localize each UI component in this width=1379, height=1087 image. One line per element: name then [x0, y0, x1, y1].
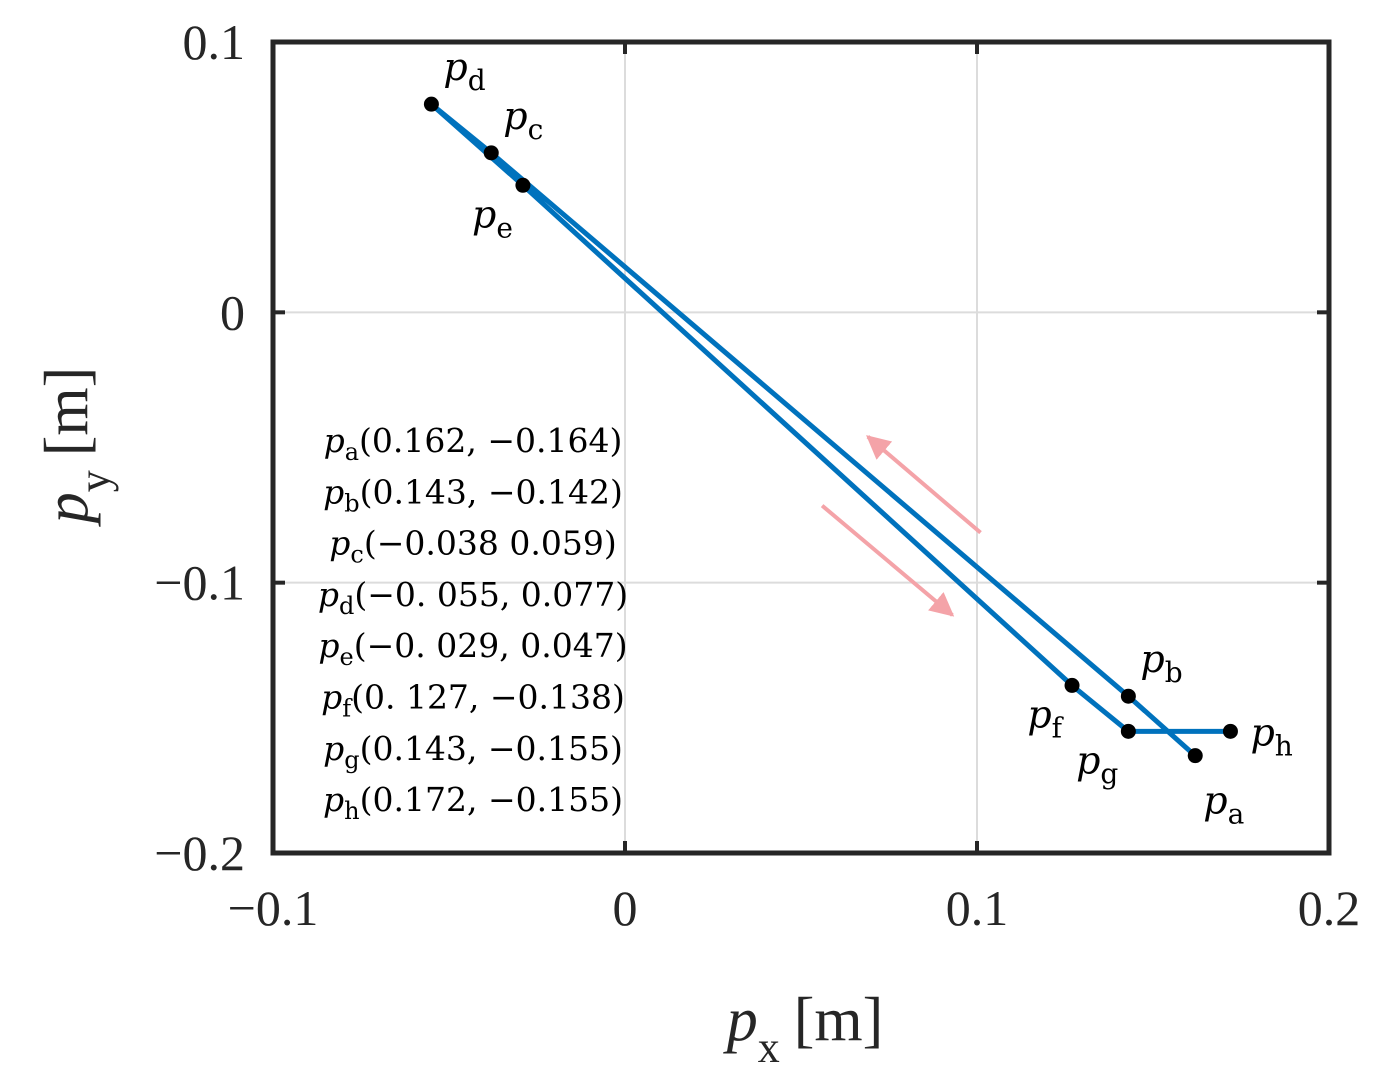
- point-label-symbol: p: [472, 192, 496, 236]
- point-label-symbol: p: [1250, 710, 1274, 754]
- y-axis-label-unit: [m]: [33, 367, 101, 457]
- coord-symbol: p: [321, 678, 342, 717]
- coord-annotation-pc: pc(−0.038 0.059): [329, 524, 616, 569]
- coord-subscript: e: [340, 643, 354, 671]
- coord-symbol: p: [323, 780, 344, 819]
- coord-symbol: p: [318, 575, 339, 614]
- x-tick-label: 0.2: [1298, 880, 1361, 936]
- coord-subscript: d: [339, 592, 354, 620]
- point-label-symbol: p: [443, 45, 467, 89]
- coord-values: (0.172, −0.155): [360, 780, 623, 819]
- coord-subscript: h: [344, 797, 359, 825]
- x-tick-label: −0.1: [228, 880, 319, 936]
- point-label-subscript: h: [1275, 729, 1293, 762]
- point-label-symbol: p: [503, 94, 527, 138]
- y-axis-label: py [m]: [33, 367, 119, 528]
- point-label-symbol: p: [1076, 738, 1100, 782]
- point-label-symbol: p: [1027, 692, 1051, 736]
- y-tick-label: 0: [220, 284, 245, 340]
- point-label-pb: pb: [1140, 637, 1182, 689]
- point-label-subscript: a: [1228, 798, 1245, 831]
- plot-frame: [270, 39, 1332, 856]
- x-tick-labels: −0.1 0 0.1 0.2: [228, 880, 1361, 936]
- direction-arrow-down-right: [820, 504, 955, 617]
- point-label-subscript: e: [496, 211, 513, 244]
- marker-pe: [515, 177, 531, 193]
- x-axis-label: px [m]: [723, 986, 884, 1072]
- point-label-subscript: g: [1100, 757, 1118, 790]
- point-label-subscript: c: [528, 113, 544, 146]
- coord-annotation-pa: pa(0.162, −0.164): [324, 421, 623, 466]
- coord-values: (0.143, −0.155): [360, 729, 623, 768]
- coord-annotation-pb: pb(0.143, −0.142): [323, 472, 623, 517]
- marker-ph: [1222, 723, 1238, 739]
- coord-values: (0.162, −0.164): [359, 421, 622, 460]
- y-axis-label-subscript: y: [70, 470, 119, 492]
- coord-values: (0. 127, −0.138): [351, 678, 625, 717]
- point-label-pf: pf: [1027, 692, 1064, 744]
- coord-values: (−0.038 0.059): [364, 524, 617, 563]
- coord-annotation-pe: pe(−0. 029, 0.047): [318, 626, 627, 671]
- arrows: [820, 435, 982, 617]
- point-label-symbol: p: [1140, 637, 1164, 681]
- point-label-subscript: b: [1165, 656, 1183, 689]
- point-label-symbol: p: [1203, 779, 1227, 823]
- marker-pc: [483, 145, 499, 161]
- coordinate-annotations: pa(0.162, −0.164)pb(0.143, −0.142)pc(−0.…: [318, 421, 628, 825]
- point-label-subscript: d: [468, 64, 486, 97]
- coord-subscript: b: [344, 489, 359, 517]
- y-tick-label: 0.1: [183, 14, 246, 70]
- point-label-pc: pc: [503, 94, 543, 146]
- coord-values: (−0. 029, 0.047): [354, 626, 628, 665]
- coord-symbol: p: [323, 729, 344, 768]
- coord-subscript: a: [345, 438, 359, 466]
- x-axis-label-subscript: x: [758, 1023, 780, 1072]
- coord-annotation-pd: pd(−0. 055, 0.077): [318, 575, 628, 620]
- axes-box: [270, 39, 1332, 856]
- y-tick-labels: −0.2 −0.1 0 0.1: [154, 14, 245, 881]
- coord-subscript: g: [344, 746, 359, 774]
- y-tick-label: −0.1: [154, 555, 245, 611]
- marker-pd: [423, 96, 439, 112]
- point-label-subscript: f: [1052, 711, 1065, 744]
- trajectory-line-0: [428, 101, 1231, 758]
- series-lines: [428, 101, 1231, 758]
- point-label-pa: pa: [1203, 779, 1244, 831]
- coord-annotation-pg: pg(0.143, −0.155): [323, 729, 623, 774]
- y-axis-label-symbol: p: [33, 492, 101, 527]
- point-label-pg: pg: [1076, 738, 1118, 790]
- coord-subscript: c: [350, 541, 363, 569]
- coord-subscript: f: [342, 695, 353, 723]
- marker-pa: [1187, 748, 1203, 764]
- coord-values: (0.143, −0.142): [360, 472, 623, 511]
- point-label-ph: ph: [1250, 710, 1292, 762]
- x-tick-label: 0.1: [946, 880, 1009, 936]
- grid: [273, 42, 1329, 853]
- y-tick-label: −0.2: [154, 825, 245, 881]
- coord-values: (−0. 055, 0.077): [354, 575, 628, 614]
- marker-pg: [1120, 723, 1136, 739]
- point-label-pe: pe: [472, 192, 513, 244]
- coord-symbol: p: [329, 524, 350, 563]
- coord-symbol: p: [323, 472, 344, 511]
- coord-annotation-ph: ph(0.172, −0.155): [323, 780, 623, 825]
- coord-annotation-pf: pf(0. 127, −0.138): [321, 678, 625, 723]
- point-label-pd: pd: [443, 45, 485, 97]
- marker-pb: [1120, 688, 1136, 704]
- direction-arrow-up-left: [866, 435, 982, 535]
- x-tick-label: 0: [613, 880, 638, 936]
- coord-symbol: p: [318, 626, 339, 665]
- x-axis-label-symbol: p: [723, 986, 758, 1054]
- markers: [423, 96, 1238, 764]
- marker-pf: [1064, 677, 1080, 693]
- coord-symbol: p: [324, 421, 345, 460]
- x-axis-label-unit: [m]: [794, 986, 884, 1054]
